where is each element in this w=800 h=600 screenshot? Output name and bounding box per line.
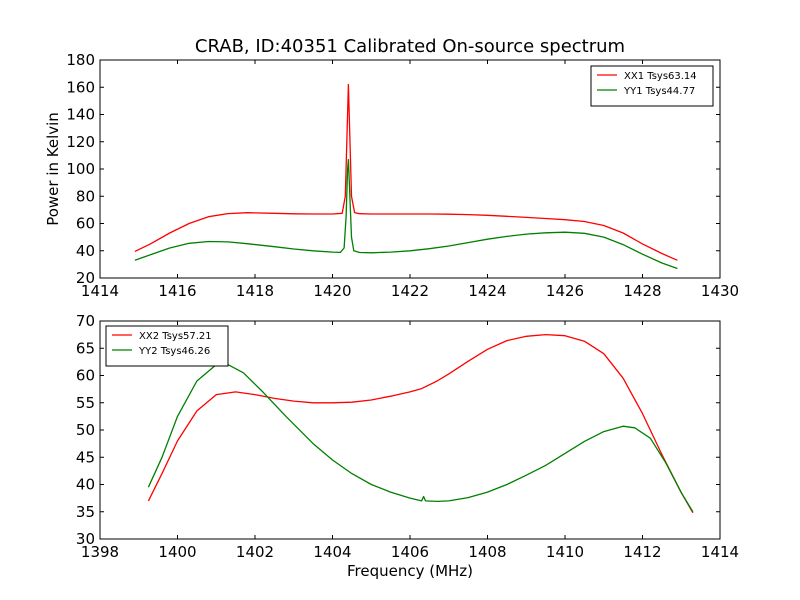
top-x-tick-label: 1428 <box>623 282 661 300</box>
top-x-tick-label: 1422 <box>391 282 429 300</box>
bottom-legend: XX2 Tsys57.21 YY2 Tsys46.26 <box>105 325 229 367</box>
top-y-tick-label: 180 <box>66 51 95 69</box>
bottom-series-line-1 <box>147 363 694 513</box>
bottom-x-tick-label: 1410 <box>546 543 584 561</box>
top-plot-frame <box>99 59 721 279</box>
bottom-y-tick-label: 40 <box>76 476 95 494</box>
bottom-x-tick-label: 1406 <box>391 543 429 561</box>
top-legend-box <box>590 65 714 107</box>
top-y-tick-label: 80 <box>76 187 95 205</box>
bottom-y-tick-label: 35 <box>76 503 95 521</box>
top-y-tick-label: 40 <box>76 242 95 260</box>
top-legend: XX1 Tsys63.14 YY1 Tsys44.77 <box>590 65 714 107</box>
bottom-y-tick-label: 60 <box>76 367 95 385</box>
bottom-x-tick-label: 1402 <box>236 543 274 561</box>
bottom-x-tick-label: 1408 <box>468 543 506 561</box>
x-axis-label: Frequency (MHz) <box>347 562 473 580</box>
top-y-tick-label: 120 <box>66 133 95 151</box>
bottom-x-tick-label: 1404 <box>313 543 351 561</box>
bottom-y-tick-label: 50 <box>76 421 95 439</box>
chart-title: CRAB, ID:40351 Calibrated On-source spec… <box>195 36 625 57</box>
top-y-tick-label: 140 <box>66 106 95 124</box>
bottom-y-tick-label: 55 <box>76 394 95 412</box>
bottom-y-tick-label: 70 <box>76 312 95 330</box>
top-x-tick-label: 1424 <box>468 282 506 300</box>
bottom-x-tick-label: 1398 <box>81 543 119 561</box>
top-x-tick-label: 1430 <box>701 282 739 300</box>
top-x-tick-label: 1426 <box>546 282 584 300</box>
bottom-plot-frame <box>99 320 721 540</box>
top-legend-label: YY1 Tsys44.77 <box>623 86 695 97</box>
top-y-axis-label: Power in Kelvin <box>44 112 62 226</box>
top-x-tick-label: 1420 <box>313 282 351 300</box>
top-x-tick-label: 1414 <box>81 282 119 300</box>
bottom-legend-box <box>105 325 229 367</box>
top-subplot: CRAB, ID:40351 Calibrated On-source spec… <box>44 36 739 300</box>
bottom-legend-label: YY2 Tsys46.26 <box>138 346 210 357</box>
top-series-line-0 <box>134 83 678 261</box>
bottom-x-tick-label: 1414 <box>701 543 739 561</box>
bottom-y-tick-label: 30 <box>76 530 95 548</box>
bottom-x-tick-label: 1412 <box>623 543 661 561</box>
top-y-tick-label: 20 <box>76 269 95 287</box>
top-y-tick-label: 100 <box>66 160 95 178</box>
top-legend-label: XX1 Tsys63.14 <box>624 71 697 82</box>
bottom-y-tick-label: 45 <box>76 448 95 466</box>
bottom-series-line-0 <box>147 333 694 514</box>
bottom-subplot: Frequency (MHz) 1398 1400 1402 1404 1406 1408… <box>76 312 739 580</box>
top-y-tick-label: 160 <box>66 78 95 96</box>
bottom-x-tick-label: 1400 <box>158 543 196 561</box>
bottom-legend-label: XX2 Tsys57.21 <box>139 331 212 342</box>
bottom-y-tick-label: 65 <box>76 339 95 357</box>
top-series-line-1 <box>134 158 678 270</box>
top-x-tick-label: 1418 <box>236 282 274 300</box>
top-y-tick-label: 60 <box>76 215 95 233</box>
top-x-tick-label: 1416 <box>158 282 196 300</box>
